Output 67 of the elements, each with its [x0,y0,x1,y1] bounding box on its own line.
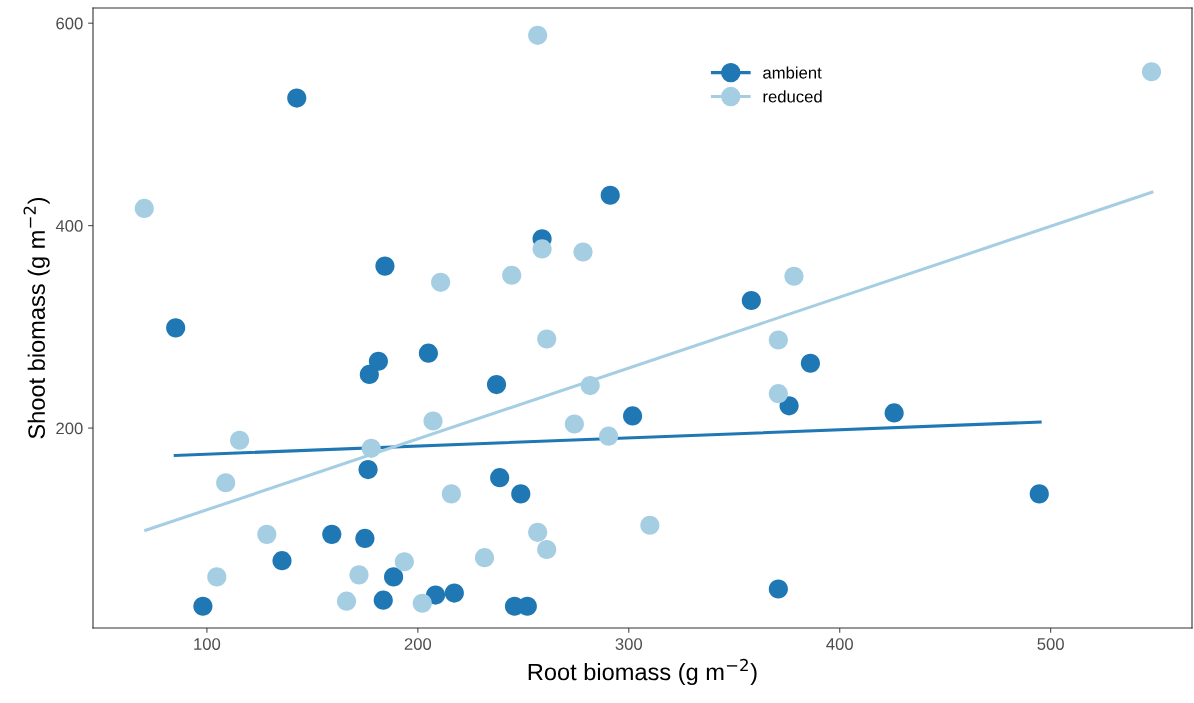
y-axis-title: Shoot biomass (g m$^{−2}$) [23,198,50,439]
point [134,198,154,218]
point [359,364,379,385]
point [230,430,250,450]
point [474,548,495,568]
x-tick-label: 400 [826,638,853,650]
point [1029,484,1049,504]
point [207,567,227,587]
point [598,426,619,446]
point [502,265,522,285]
point [336,591,357,611]
point [528,25,548,45]
point [537,329,557,349]
point [431,272,451,292]
point [368,351,388,371]
point [511,484,531,504]
point [537,539,557,560]
point [490,468,510,488]
point [412,593,432,613]
point [600,185,620,205]
point [517,596,537,616]
point [355,528,375,548]
point [272,551,292,571]
point [532,239,552,259]
point [800,353,820,373]
point [257,524,277,544]
x-tick-label: 100 [194,638,221,650]
point [358,460,378,480]
point [375,256,395,276]
point [287,88,307,108]
point [1141,62,1162,82]
point [768,330,788,350]
point [216,473,236,493]
point [580,375,600,396]
point [564,414,584,434]
point [384,567,404,587]
x-tick-label: 200 [404,638,432,650]
point [768,579,788,599]
point [741,290,761,311]
x-tick-label: 500 [1037,638,1064,650]
point [779,396,799,416]
point [623,406,643,426]
point [193,596,213,616]
point [361,438,381,458]
point [166,318,186,338]
point [373,590,393,610]
point [418,343,438,363]
y-tick-label: 600 [56,17,83,30]
y-tick-label: 200 [56,422,83,435]
point [884,403,904,423]
point [444,583,464,603]
point [423,411,443,431]
point [768,384,788,404]
x-axis-title: Root biomass (g m$^{−2}$) [528,658,757,686]
y-tick-label: 400 [55,220,83,232]
point [394,552,414,572]
legend-label: ambient [763,66,822,79]
point [441,484,461,504]
point [784,266,804,286]
x-tick-label: 300 [615,638,643,650]
point [640,515,660,535]
point [349,565,369,585]
legend-label: reduced [763,90,822,103]
point [486,374,507,395]
point [322,524,342,544]
point [528,522,548,542]
point [573,242,593,262]
